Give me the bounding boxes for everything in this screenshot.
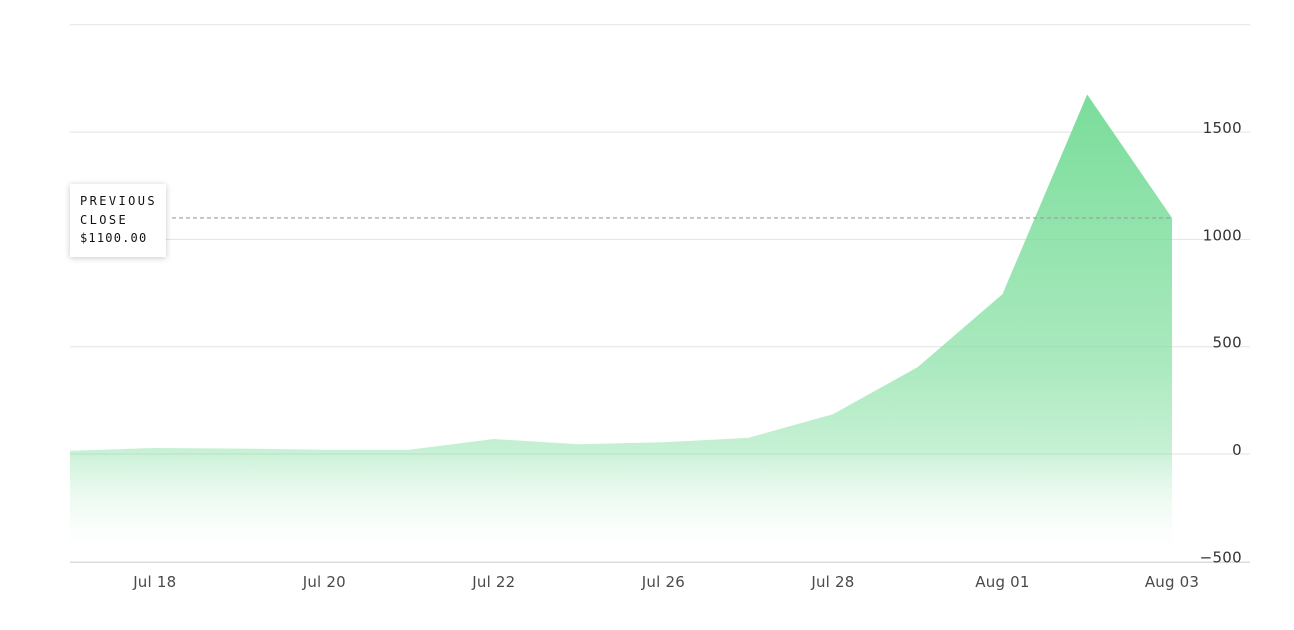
area-series — [70, 94, 1172, 562]
y-tick-label: 0 — [1232, 441, 1242, 459]
x-tick-label: Jul 26 — [641, 573, 685, 591]
previous-close-value: $1100.00 — [80, 231, 148, 245]
x-tick-label: Jul 22 — [471, 573, 515, 591]
y-tick-label: 500 — [1212, 334, 1242, 352]
y-tick-label: −500 — [1200, 548, 1242, 566]
previous-close-label-line-2: CLOSE — [80, 212, 129, 227]
x-tick-label: Aug 01 — [975, 573, 1029, 591]
x-tick-label: Jul 28 — [810, 573, 854, 591]
y-axis-ticks: 1500 1000 500 0 −500 — [1200, 119, 1242, 566]
previous-close-label-line-1: PREVIOUS — [80, 194, 157, 208]
x-axis-ticks: Jul 18 Jul 20 Jul 22 Jul 26 Jul 28 Aug 01 Aug … — [132, 573, 1199, 591]
area-fill — [70, 94, 1172, 562]
x-tick-label: Jul 20 — [302, 573, 346, 591]
y-tick-label: 1500 — [1203, 119, 1242, 137]
x-tick-label: Aug 03 — [1145, 573, 1199, 591]
y-tick-label: 1000 — [1203, 226, 1242, 244]
x-tick-label: Jul 18 — [132, 573, 176, 591]
previous-close-label: PREVIOUS CLOSE $1100.00 — [70, 184, 166, 257]
